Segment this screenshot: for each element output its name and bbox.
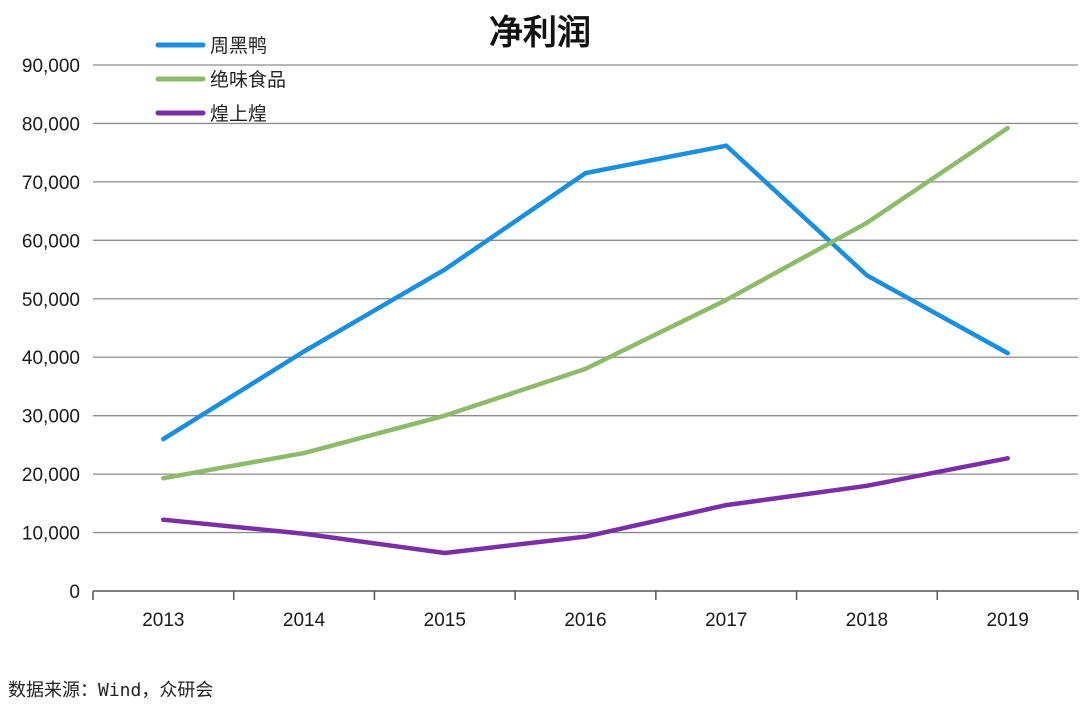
data-point [864, 220, 870, 225]
y-tick-label: 30,000 [22, 407, 80, 428]
data-point [161, 476, 166, 481]
source-note: 数据来源：Wind，众研会 [8, 680, 214, 701]
y-tick-label: 90,000 [22, 56, 80, 77]
data-point [1005, 456, 1010, 461]
y-tick-label: 10,000 [22, 524, 80, 545]
x-tick-label: 2017 [705, 610, 747, 631]
data-point [1005, 350, 1010, 356]
x-axis: 2013 2014 2015 2016 2017 2018 2019 [92, 590, 1079, 631]
data-point [442, 413, 447, 418]
data-point [864, 273, 870, 278]
data-point [583, 366, 588, 372]
x-tick-label: 2016 [564, 610, 606, 631]
y-tick-label: 60,000 [22, 231, 80, 252]
data-point [583, 534, 588, 539]
data-point [301, 450, 307, 456]
y-tick-label: 70,000 [22, 173, 80, 194]
series-lines [161, 125, 1010, 556]
series-2 [161, 456, 1010, 556]
x-tick-label: 2018 [846, 610, 888, 631]
x-tick-label: 2019 [987, 610, 1029, 631]
data-point [864, 483, 870, 488]
legend-item: 周黑鸭 [155, 35, 267, 57]
x-tick-label: 2014 [283, 610, 326, 631]
legend-item: 绝味食品 [155, 69, 286, 91]
series-1 [161, 125, 1010, 481]
y-axis: 0 10,000 20,000 30,000 40,000 50,000 60,000 70,… [22, 56, 80, 603]
data-point [583, 170, 588, 176]
data-point [301, 531, 307, 536]
chart-title: 净利润 [489, 13, 591, 53]
series-line [161, 125, 1010, 481]
y-tick-label: 20,000 [22, 465, 80, 486]
data-point [724, 297, 729, 303]
series-0 [161, 143, 1010, 442]
legend-label: 煌上煌 [210, 103, 267, 125]
data-point [161, 436, 166, 442]
gridlines [93, 64, 1078, 534]
data-point [724, 502, 729, 508]
legend-label: 绝味食品 [210, 69, 286, 91]
data-point [301, 349, 307, 354]
data-point [724, 143, 729, 148]
legend-item: 煌上煌 [155, 103, 267, 125]
data-point [1005, 125, 1010, 131]
x-tick-label: 2015 [424, 610, 466, 631]
data-point [442, 550, 447, 556]
data-point [442, 267, 447, 272]
series-line [161, 143, 1010, 442]
y-tick-label: 50,000 [22, 290, 80, 311]
data-point [161, 517, 166, 522]
y-tick-label: 0 [69, 582, 80, 603]
legend-label: 周黑鸭 [210, 35, 267, 57]
x-tick-label: 2013 [142, 610, 184, 631]
y-tick-label: 80,000 [22, 114, 80, 135]
y-tick-label: 40,000 [22, 348, 80, 369]
